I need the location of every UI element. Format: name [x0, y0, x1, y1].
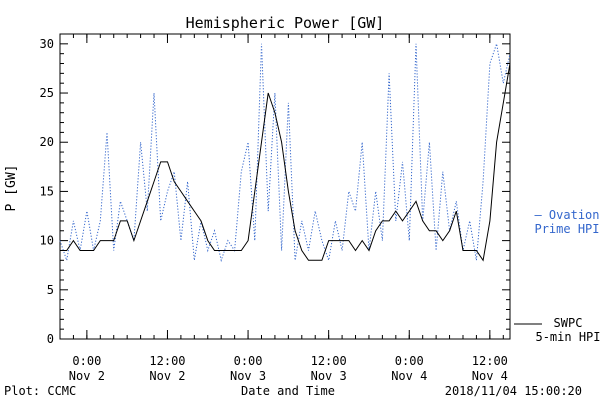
x-tick-label-date: Nov 3	[230, 369, 266, 383]
y-axis-label: P [GW]	[4, 165, 19, 212]
legend-ovation-line2: Prime HPI	[534, 222, 599, 236]
legend-swpc-line2: 5-min HPI	[535, 330, 600, 344]
x-tick-label-date: Nov 2	[69, 369, 105, 383]
ovation-prime-hpi-series	[59, 43, 511, 263]
y-tick-label: 20	[40, 135, 54, 149]
x-tick-label-time: 0:00	[72, 354, 101, 368]
plot-frame	[59, 33, 511, 340]
x-axis-label: Date and Time	[241, 384, 335, 398]
x-tick-label-time: 12:00	[311, 354, 347, 368]
swpc-5min-hpi-series	[60, 63, 511, 262]
plot-area-border	[59, 33, 511, 340]
legend-swpc-line1: SWPC	[554, 316, 583, 330]
legend: – Ovation Prime HPI SWPC 5-min HPI	[514, 208, 600, 344]
y-tick-label: 10	[40, 234, 54, 248]
x-tick-label-time: 0:00	[395, 354, 424, 368]
x-tick-label-date: Nov 3	[311, 369, 347, 383]
y-tick-label: 15	[40, 184, 54, 198]
footer-plot-credit: Plot: CCMC	[4, 384, 76, 398]
x-tick-label-date: Nov 4	[391, 369, 427, 383]
series-layer	[59, 43, 511, 263]
x-tick-label-time: 12:00	[472, 354, 508, 368]
chart-title: Hemispheric Power [GW]	[186, 14, 385, 32]
x-tick-label-time: 12:00	[149, 354, 185, 368]
y-axis-ticks: 0 5 10 15 20 25 30	[40, 33, 510, 346]
y-tick-label: 25	[40, 86, 54, 100]
legend-ovation-line1: – Ovation	[534, 208, 599, 222]
x-tick-label-date: Nov 2	[149, 369, 185, 383]
x-tick-label-date: Nov 4	[472, 369, 508, 383]
x-tick-label-time: 0:00	[234, 354, 263, 368]
y-tick-label: 5	[47, 283, 54, 297]
footer-timestamp: 2018/11/04 15:00:20	[445, 384, 582, 398]
y-tick-label: 30	[40, 37, 54, 51]
y-tick-label: 0	[47, 332, 54, 346]
